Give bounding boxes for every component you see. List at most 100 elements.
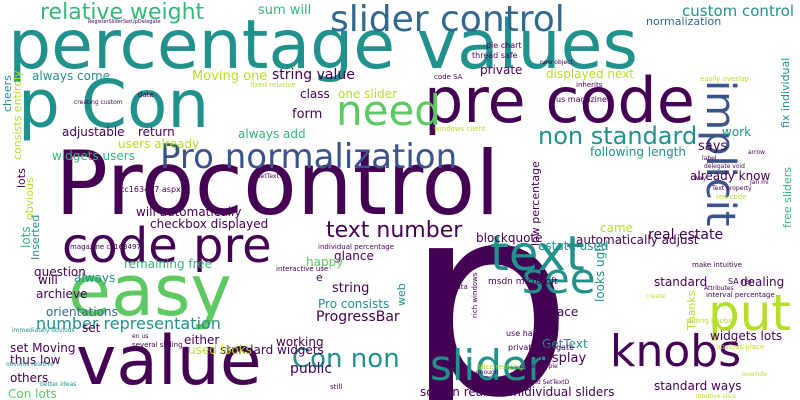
word-value: value [76,322,262,400]
word-override: override [742,371,767,378]
word-label: label [702,155,717,162]
word-happy: happy [306,255,344,269]
word-thus-low: thus low [10,353,61,367]
word-sa-ren: SA ren [728,277,755,286]
word-non-standard: non standard [538,122,698,150]
word-sliding-knobs: sliding knobs [686,317,732,325]
word-several-sliding: several sliding [132,341,183,349]
word-gettext: GetText [542,337,588,351]
word-users-already: users already [118,137,200,151]
word-obvious: obvious [23,177,36,220]
word-better-ideas: better ideas [40,381,77,388]
word-one-slider: one slider [338,87,397,101]
word-pro-normalization: Pro normalization [160,137,458,177]
word-string: string [332,281,370,296]
word-checkbox-displayed: checkbox displayed [150,217,269,231]
word-dealing: dealing [740,275,785,289]
word-percentage-values: percentage values [8,6,638,85]
word-code-pre: code pre [62,218,272,274]
word-low-percentage: low percentage [529,161,542,246]
word-ren-code: ren code [716,193,747,201]
word-obvious-place: obvious place [716,343,765,351]
word-set: set [82,321,101,335]
word-adjustable: adjustable [62,125,125,139]
word-used-looks: used looks [188,343,252,357]
word-real-estate: real estate [648,227,724,243]
word-date: date [138,91,154,99]
word-question: question [34,265,86,279]
word-already-know: already know [690,169,771,183]
word-progressbar: ProgressBar [316,309,400,325]
word-looks-ugly: looks ugly [593,241,607,302]
word-magazine: magazine cc163497 [70,243,141,251]
word-fix-individual: fix individual [779,57,792,128]
word-data: data [452,283,468,291]
word-private-delegate: private delegate [508,343,575,352]
word-creating-custom: creating custom [74,99,123,106]
word-need: need [336,86,441,135]
word-archieve: archieve [36,287,88,301]
word-slice-resizing: slice resizing [478,363,524,371]
word-interactive-use: interactive use [276,265,329,273]
word-interval-percentage: interval percentage [706,291,775,299]
word-pie-chart: pie chart [486,41,522,50]
word-slider-large: slider [430,341,545,390]
word-text-large: text [490,226,585,282]
word-widgets-users: widgets users [52,149,135,163]
word-individual-sliders: inidividual sliders [510,385,615,399]
word-obvious-relative: obvious relative [6,361,54,368]
word-always-free: always [74,271,116,285]
word-web: web [395,283,408,306]
word-standard-pie: standard pie [520,363,558,370]
word-consists-entirely: consists entirely [11,70,24,160]
word-arrow: arrow [748,149,765,156]
word-orientations: orientations [46,305,118,319]
word-new-object: new object [540,59,573,66]
word-gettext-small: GetText [256,173,279,180]
word-cc163497-aspx: cc163497 aspx [120,185,181,194]
word-says: says [698,139,728,154]
word-pro-consists: Pro consists [318,297,390,311]
word-always-add: always add [238,127,306,141]
word-msdn-microsoft: msdn microsoft [488,277,558,287]
word-free-sliders: free sliders [781,166,794,228]
word-code-sa: code SA [434,73,463,81]
word-set-moving: set Moving [10,341,76,355]
word-widgets-lots: widgets lots [710,329,783,343]
word-following-length: following length [590,145,687,159]
word-way: way [694,175,707,182]
word-class: class [300,87,330,101]
word-immediately-obvious: immediately obvious [12,327,75,334]
word-fixed-relative: fixed relative [250,81,296,89]
word-will-automatically: will automatically [136,205,242,219]
word-e-small: e [316,271,323,284]
word-p-con: p Con [18,66,210,143]
word-thread-safe: thread safe [472,51,518,60]
word-number-representation: number representation [36,314,221,333]
word-form: form [292,107,323,122]
word-came: came [600,221,634,235]
word-estate-used: estate used [538,239,609,253]
word-put: put [708,284,792,342]
word-see: see [522,254,596,303]
word-enough: enough [476,369,499,376]
word-us-magazine: us magazine [556,95,607,104]
word-always-come: always come [32,69,111,83]
word-pre-code-1: pre code [424,64,695,137]
word-normalization: normalization [646,15,722,28]
word-remaining-free: remaining free [124,257,213,271]
word-blockquote: blockquote [476,231,543,245]
word-public: public [290,361,333,377]
word-glance: glance [334,249,374,263]
word-moving-one: Moving one [192,69,268,84]
word-use-hard: use hard [506,329,541,338]
word-display: display [540,351,587,366]
word-individual-percentage: individual percentage [318,243,395,251]
word-string-value: string value [272,67,355,83]
word-easy: easy [68,250,232,332]
word-text-number: text number [326,218,463,243]
word-screen-real: screen real [420,385,487,399]
word-knobs: knobs [610,326,742,377]
word-custom-control: custom control [682,2,795,20]
